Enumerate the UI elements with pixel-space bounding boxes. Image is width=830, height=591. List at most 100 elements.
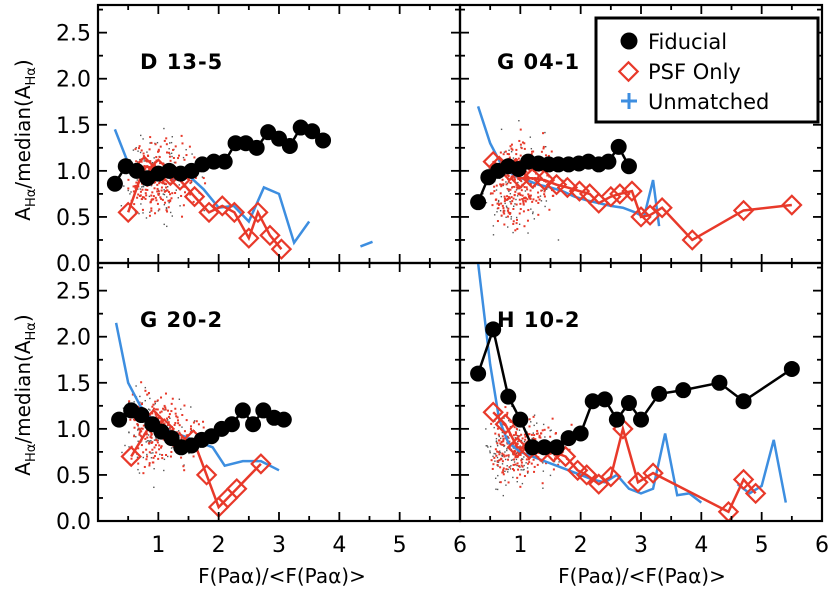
scatter-point-red xyxy=(156,441,159,444)
scatter-point-red xyxy=(512,458,515,461)
scatter-point-red xyxy=(160,410,163,413)
scatter-point-black xyxy=(519,435,521,437)
scatter-point-red xyxy=(189,427,192,430)
scatter-point-red xyxy=(503,455,506,458)
scatter-point-red xyxy=(152,403,155,406)
scatter-point-red xyxy=(542,145,545,148)
scatter-point-red xyxy=(180,437,183,440)
scatter-point-red xyxy=(174,422,177,425)
scatter-point-red xyxy=(507,180,510,183)
scatter-point-black xyxy=(527,472,529,474)
scatter-point-black xyxy=(500,195,503,198)
scatter-point-red xyxy=(499,151,502,154)
scatter-point-red xyxy=(170,402,173,405)
scatter-point-red xyxy=(152,461,155,464)
scatter-point-red xyxy=(168,413,171,416)
y-tick-label: 1.0 xyxy=(56,418,91,443)
scatter-point-red xyxy=(512,220,515,223)
scatter-point-red xyxy=(159,145,162,148)
scatter-point-black xyxy=(525,462,527,464)
scatter-point-red xyxy=(138,431,141,434)
scatter-point-red xyxy=(495,454,498,457)
scatter-point-black xyxy=(506,449,508,452)
scatter-point-black xyxy=(149,440,151,442)
scatter-point-red xyxy=(161,180,164,183)
scatter-point-black xyxy=(144,386,147,389)
scatter-point-red xyxy=(133,203,136,206)
scatter-point-red xyxy=(536,463,539,466)
scatter-point-red xyxy=(192,200,195,203)
scatter-point-black xyxy=(203,209,205,212)
scatter-point-red xyxy=(154,143,157,146)
scatter-point-black xyxy=(148,195,151,198)
scatter-point-red xyxy=(155,199,158,202)
scatter-point-red xyxy=(176,416,179,419)
scatter-point-red xyxy=(511,148,514,151)
scatter-point-red xyxy=(513,426,516,429)
psf-marker xyxy=(744,482,767,505)
scatter-point-black xyxy=(179,205,181,207)
scatter-point-red xyxy=(155,451,158,454)
scatter-point-red xyxy=(151,191,154,194)
scatter-point-red xyxy=(507,454,510,457)
scatter-point-black xyxy=(486,445,488,447)
scatter-point-red xyxy=(158,182,161,185)
scatter-point-red xyxy=(160,446,163,449)
scatter-point-red xyxy=(141,196,144,199)
scatter-point-red xyxy=(523,142,526,145)
scatter-point-black xyxy=(530,147,533,150)
scatter-point-red xyxy=(183,158,186,161)
scatter-point-black xyxy=(533,424,535,427)
scatter-point-black xyxy=(152,452,154,454)
scatter-point-black xyxy=(132,149,135,151)
scatter-point-black xyxy=(150,452,152,454)
scatter-point-black xyxy=(137,150,139,152)
scatter-point-black xyxy=(510,218,512,220)
fiducial-marker xyxy=(485,321,502,338)
scatter-point-black xyxy=(146,440,149,442)
scatter-point-red xyxy=(156,183,159,186)
fiducial-marker xyxy=(470,194,487,211)
scatter-point-black xyxy=(169,211,172,214)
scatter-point-red xyxy=(139,190,142,193)
scatter-point-red xyxy=(509,145,512,148)
scatter-point-red xyxy=(528,196,531,199)
scatter-point-red xyxy=(151,405,154,408)
fiducial-marker xyxy=(512,411,529,428)
scatter-point-black xyxy=(123,185,125,187)
scatter-point-black xyxy=(500,128,503,131)
scatter-point-red xyxy=(168,427,171,430)
scatter-point-red xyxy=(502,209,505,212)
scatter-point-red xyxy=(158,156,161,159)
scatter-point-red xyxy=(152,456,155,459)
scatter-point-black xyxy=(139,395,141,398)
scatter-point-black xyxy=(140,203,142,205)
scatter-point-red xyxy=(150,431,153,434)
scatter-point-red xyxy=(163,139,166,142)
scatter-point-black xyxy=(530,208,532,210)
scatter-point-black xyxy=(133,401,135,403)
scatter-point-red xyxy=(526,219,529,222)
scatter-point-red xyxy=(523,186,526,189)
scatter-point-red xyxy=(138,194,141,197)
scatter-point-red xyxy=(154,181,157,184)
scatter-point-black xyxy=(506,182,509,185)
scatter-point-red xyxy=(529,189,532,192)
scatter-point-red xyxy=(528,425,531,428)
scatter-point-red xyxy=(506,197,509,200)
scatter-point-red xyxy=(169,199,172,202)
scatter-point-red xyxy=(521,194,524,197)
scatter-point-red xyxy=(166,189,169,192)
psf-marker xyxy=(117,201,139,224)
scatter-point-red xyxy=(204,182,207,185)
scatter-point-black xyxy=(501,431,504,434)
scatter-point-black xyxy=(509,468,512,470)
scatter-point-red xyxy=(542,132,545,135)
scatter-point-black xyxy=(163,223,165,226)
scatter-point-red xyxy=(519,193,522,196)
fiducial-marker xyxy=(548,439,565,456)
scatter-point-red xyxy=(549,435,552,438)
y-axis-title-bottom: AHα/median(AHα) xyxy=(11,314,39,475)
scatter-point-red xyxy=(180,436,183,439)
scatter-point-red xyxy=(547,154,550,157)
